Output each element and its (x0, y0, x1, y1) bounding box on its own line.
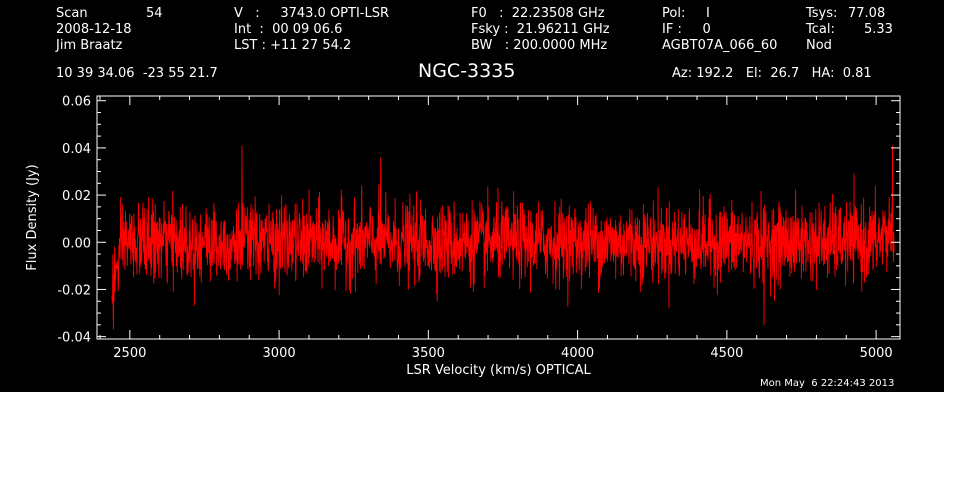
procedure: Nod (806, 38, 832, 53)
y-tick-label: -0.04 (57, 331, 91, 346)
x-tick-label: 2500 (113, 346, 146, 361)
x-axis-label: LSR Velocity (km/s) OPTICAL (406, 363, 591, 378)
spectrum-plot: 2500 3000 3500 4000 4500 5000 -0.04 -0.02 0.00 0.… (25, 95, 901, 378)
y-axis-label: Flux Density (Jy) (25, 164, 40, 270)
timestamp: Mon May 6 22:24:43 2013 (760, 378, 895, 389)
x-tick-label: 4000 (561, 346, 594, 361)
source-name: NGC-3335 (418, 60, 516, 82)
velocity-info: V : 3743.0 OPTI-LSR (234, 6, 390, 21)
tcal-label: Tcal: (806, 22, 835, 37)
x-tick-label: 4500 (710, 346, 743, 361)
plot-panel: Scan 54 2008-12-18 Jim Braatz V : 3743.0… (0, 0, 944, 392)
project-id: AGBT07A_066_60 (662, 38, 778, 53)
y-tick-label: 0.06 (62, 95, 91, 110)
polarization: Pol: I (662, 6, 710, 21)
obs-date: 2008-12-18 (56, 22, 132, 37)
x-tick-label: 5000 (860, 346, 893, 361)
rest-frequency: F0 : 22.23508 GHz (471, 6, 605, 21)
y-tick-label: -0.02 (57, 283, 91, 298)
scan-label: Scan (56, 6, 88, 21)
y-tick-label: 0.02 (62, 189, 91, 204)
if-number: IF : 0 (662, 22, 711, 37)
y-tick-label: 0.04 (62, 142, 91, 157)
tcal-value: 5.33 (864, 22, 893, 37)
plot-frame (96, 95, 901, 340)
source-coordinates: 10 39 34.06 -23 55 21.7 (56, 66, 218, 81)
spectrum-trace (111, 145, 895, 330)
sky-frequency: Fsky : 21.96211 GHz (471, 22, 610, 37)
x-tick-label: 3000 (263, 346, 296, 361)
y-tick-label: 0.00 (62, 236, 91, 251)
observer: Jim Braatz (56, 38, 123, 53)
scan-value: 54 (146, 6, 163, 21)
lst-info: LST : +11 27 54.2 (234, 38, 352, 53)
x-tick-label: 3500 (412, 346, 445, 361)
bandwidth: BW : 200.0000 MHz (471, 38, 608, 53)
tsys-label: Tsys: (806, 6, 838, 21)
az-el-ha: Az: 192.2 El: 26.7 HA: 0.81 (672, 66, 872, 81)
integration-info: Int : 00 09 06.6 (234, 22, 343, 37)
tsys-value: 77.08 (848, 6, 886, 21)
